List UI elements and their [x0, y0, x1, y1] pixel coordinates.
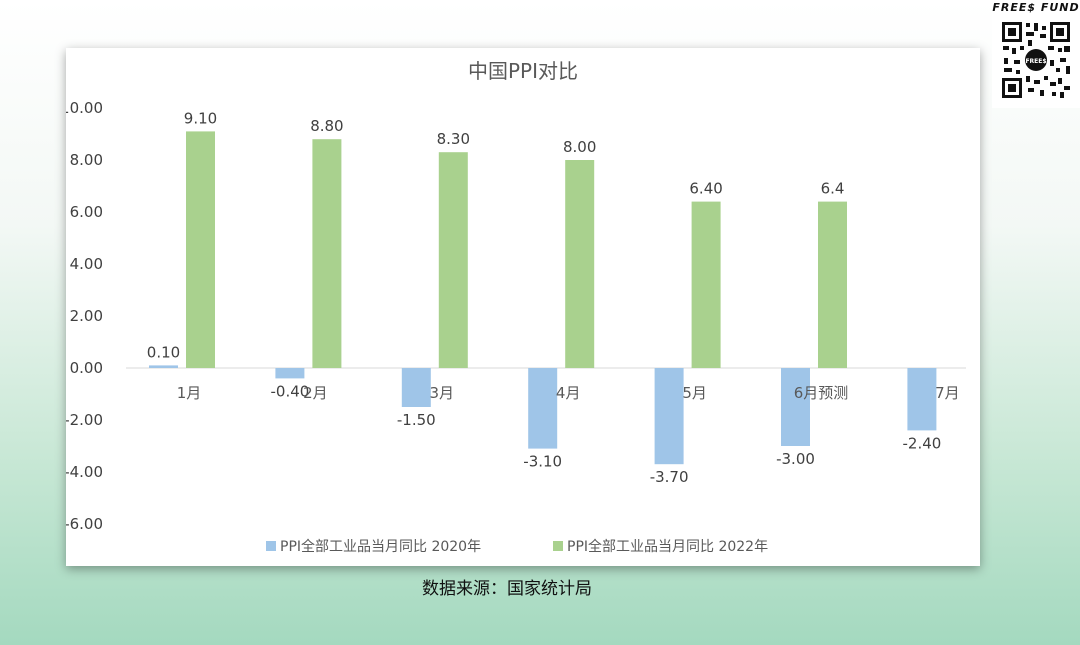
svg-text:FREE$: FREE$	[1025, 58, 1046, 65]
brand-logo-text: FREE$ FUND	[992, 1, 1080, 14]
y-tick-label: -6.00	[66, 515, 103, 533]
data-label: -0.40	[270, 382, 309, 400]
chart-title: 中国PPI对比	[468, 59, 578, 83]
y-tick-label: 8.00	[70, 151, 103, 169]
category-label: 7月	[935, 384, 960, 402]
data-label: 9.10	[184, 109, 217, 127]
bar-2020	[781, 368, 810, 446]
category-label: 1月	[177, 384, 202, 402]
bar-2022	[186, 131, 215, 368]
legend-label: PPI全部工业品当月同比 2022年	[567, 538, 768, 555]
category-label: 5月	[682, 384, 707, 402]
y-tick-label: 4.00	[70, 255, 103, 273]
qr-code-icon: FREE$	[1000, 20, 1072, 100]
bar-2022	[312, 139, 342, 368]
chart-panel: 中国PPI对比 10.00 8.00 6.00 4.00 2.00 0.00 -2.00 -4.…	[66, 48, 980, 566]
legend-label: PPI全部工业品当月同比 2020年	[280, 538, 481, 555]
bar-2022	[438, 152, 468, 368]
legend-swatch	[266, 541, 276, 551]
ppi-bar-chart: 中国PPI对比 10.00 8.00 6.00 4.00 2.00 0.00 -2.00 -4.…	[66, 59, 966, 555]
y-tick-label: -4.00	[66, 463, 103, 481]
y-tick-label: -2.00	[66, 411, 103, 429]
bar-2020	[528, 368, 558, 449]
data-label: 0.10	[147, 343, 180, 361]
data-source-caption: 数据来源：国家统计局	[422, 579, 592, 599]
brand-badge: FREE$ FUND FREE$	[992, 0, 1080, 108]
y-tick-label: 2.00	[70, 307, 103, 325]
bar-2022	[818, 201, 847, 368]
data-label: -3.00	[776, 450, 815, 468]
category-label: 6月预测	[794, 384, 849, 402]
data-label: 8.80	[310, 117, 343, 135]
bar-2022	[691, 201, 721, 368]
data-label: -2.40	[902, 434, 941, 452]
bar-2020	[654, 368, 684, 465]
data-label: 8.30	[437, 130, 470, 148]
data-label: 6.40	[689, 180, 722, 198]
bar-2020	[401, 368, 431, 407]
data-label: 8.00	[563, 138, 596, 156]
data-label: -3.10	[523, 453, 562, 471]
y-tick-label: 10.00	[66, 99, 103, 117]
data-label: -3.70	[650, 468, 689, 486]
category-label: 3月	[430, 384, 455, 402]
data-label: 6.4	[821, 180, 845, 198]
category-label: 2月	[303, 384, 328, 402]
data-label: -1.50	[397, 411, 436, 429]
y-tick-label: 6.00	[70, 203, 103, 221]
bar-2020	[907, 368, 937, 431]
category-label: 4月	[556, 384, 581, 402]
bar-2020	[149, 365, 178, 368]
legend-swatch	[553, 541, 563, 551]
bar-2020	[275, 368, 305, 379]
bar-2022	[565, 160, 595, 368]
y-tick-label: 0.00	[70, 359, 103, 377]
